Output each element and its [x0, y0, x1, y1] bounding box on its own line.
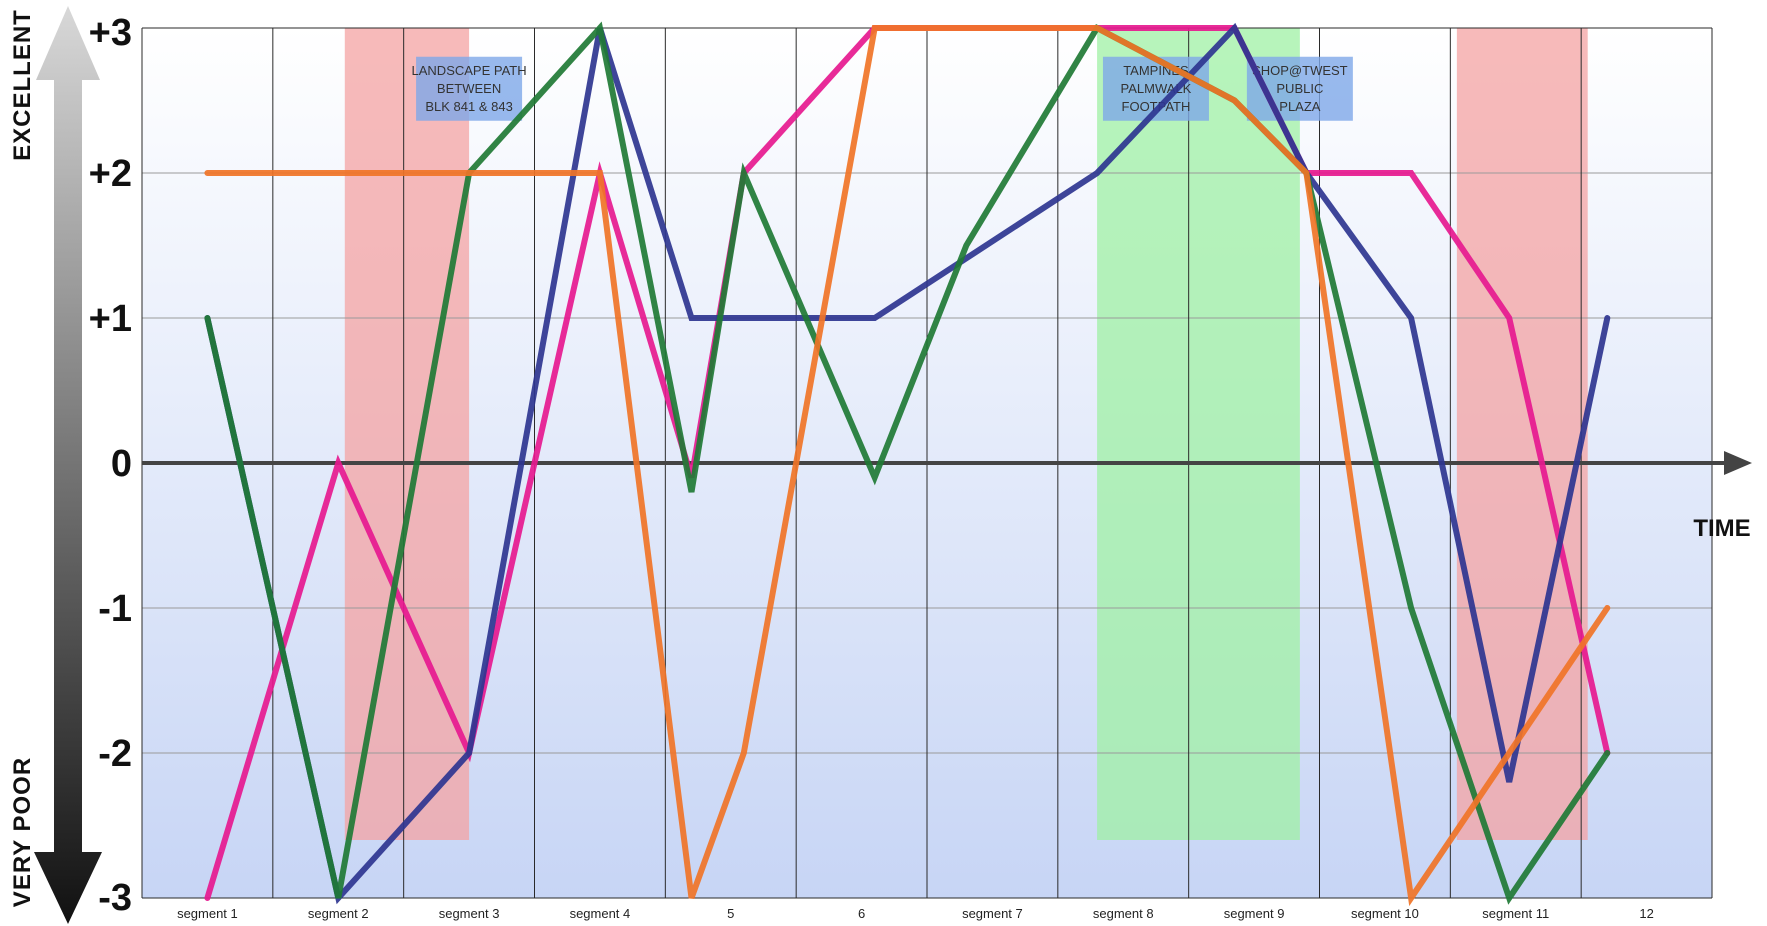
- series-line-4: [204, 25, 1611, 907]
- y-tick-label: -1: [98, 588, 132, 630]
- segment-label: segment 4: [570, 906, 631, 921]
- highlight-region-2: [1097, 28, 1300, 840]
- y-tick-label: +2: [89, 153, 132, 195]
- series-line-2: [204, 22, 1611, 905]
- segment-label: segment 9: [1224, 906, 1285, 921]
- vertical-gradient-arrow: [34, 6, 102, 924]
- segment-label: 5: [727, 906, 734, 921]
- annotation-line: LANDSCAPE PATH: [412, 63, 527, 78]
- annotation-line: FOOTPATH: [1122, 99, 1191, 114]
- y-tick-label: +3: [89, 12, 132, 54]
- annotation-line: SHOP@TWEST: [1252, 63, 1348, 78]
- segment-label: segment 3: [439, 906, 500, 921]
- series-line-3: [204, 21, 1611, 905]
- y-tick-label: -3: [98, 877, 132, 919]
- highlight-region-3: [1456, 28, 1588, 840]
- segment-label: segment 8: [1093, 906, 1154, 921]
- time-arrow-head: [1724, 451, 1752, 475]
- segment-label: segment 1: [177, 906, 238, 921]
- y-axis-top-label: EXCELLENT: [9, 9, 36, 161]
- annotation-box: [416, 56, 523, 121]
- series-lines: [204, 21, 1611, 907]
- y-axis-bottom-label: VERY POOR: [9, 757, 36, 907]
- annotation-line: PLAZA: [1279, 99, 1321, 114]
- annotation-1: LANDSCAPE PATH BETWEEN BLK 841 & 843: [412, 56, 527, 121]
- segment-label: 12: [1639, 906, 1653, 921]
- x-axis: [142, 451, 1752, 475]
- y-tick-label: -2: [98, 733, 132, 775]
- segment-label: segment 11: [1482, 906, 1549, 921]
- y-tick-label: +1: [89, 298, 132, 340]
- segment-label: segment 10: [1351, 906, 1419, 921]
- segment-label: 6: [858, 906, 865, 921]
- arrow-shape: [34, 6, 102, 924]
- annotation-line: BETWEEN: [437, 81, 501, 96]
- annotation-line: BLK 841 & 843: [425, 99, 512, 114]
- y-tick-label: 0: [111, 443, 132, 485]
- x-axis-label: TIME: [1693, 515, 1750, 542]
- segment-label: segment 7: [962, 906, 1023, 921]
- segment-label: segment 2: [308, 906, 369, 921]
- annotation-line: PUBLIC: [1276, 81, 1323, 96]
- segment-labels: segment 1 segment 2 segment 3 segment 4 5 6 se…: [177, 906, 1654, 921]
- y-axis-ticks: +3 +2 +1 0 -1 -2 -3: [89, 12, 132, 919]
- highlight-regions: [344, 28, 1588, 840]
